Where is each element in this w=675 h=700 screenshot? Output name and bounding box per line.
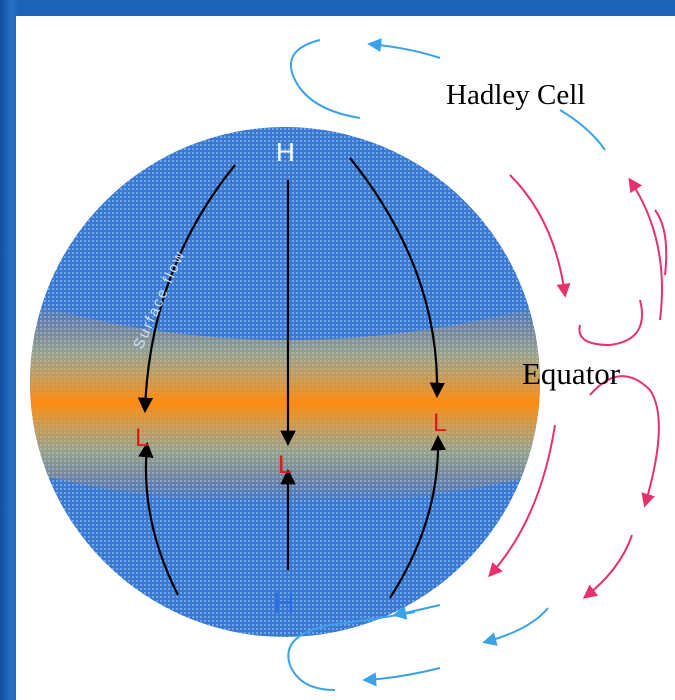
surface-flow-arrows [137,157,446,599]
pink-arrow-lower-return [589,375,660,508]
blue-arrow-bottom-right-small [392,604,441,620]
pink-arrow-lower-right [582,534,633,599]
equator-band [30,300,540,505]
pink-arrow-upper-left [509,174,571,298]
blue-arrow-top-upper [367,38,441,59]
equator-label: Equator [522,356,621,391]
upper-flow-arrows [287,38,606,691]
surface-arrow-right-top [349,157,445,399]
high-pressure-bottom-label: H [273,587,295,620]
surface-arrow-right-bottom [389,434,446,599]
pink-arrow-upper-return [578,299,643,347]
blue-arrow-bottom-right [482,607,549,646]
globe [30,127,540,637]
pink-arrow-upper-mid [654,209,668,276]
low-pressure-right-label: L [433,409,447,437]
pink-arrow-lower-left [488,424,556,578]
surface-arrow-left-top [137,164,236,414]
blue-arrow-top-right [559,109,606,151]
low-pressure-center-label: L [278,451,292,479]
high-pressure-top-label: H [276,137,295,167]
blue-arrow-bottom-center [362,667,441,687]
low-pressure-left-label: L [135,424,149,452]
hadley-cell-label: Hadley Cell [446,79,585,111]
surface-arrow-left-bottom [138,441,179,596]
pink-arrow-upper-right [628,177,663,321]
blue-arrow-bottom-left [287,611,416,691]
blue-arrow-top-left [290,39,361,119]
lower-flow-arrows [488,174,668,599]
